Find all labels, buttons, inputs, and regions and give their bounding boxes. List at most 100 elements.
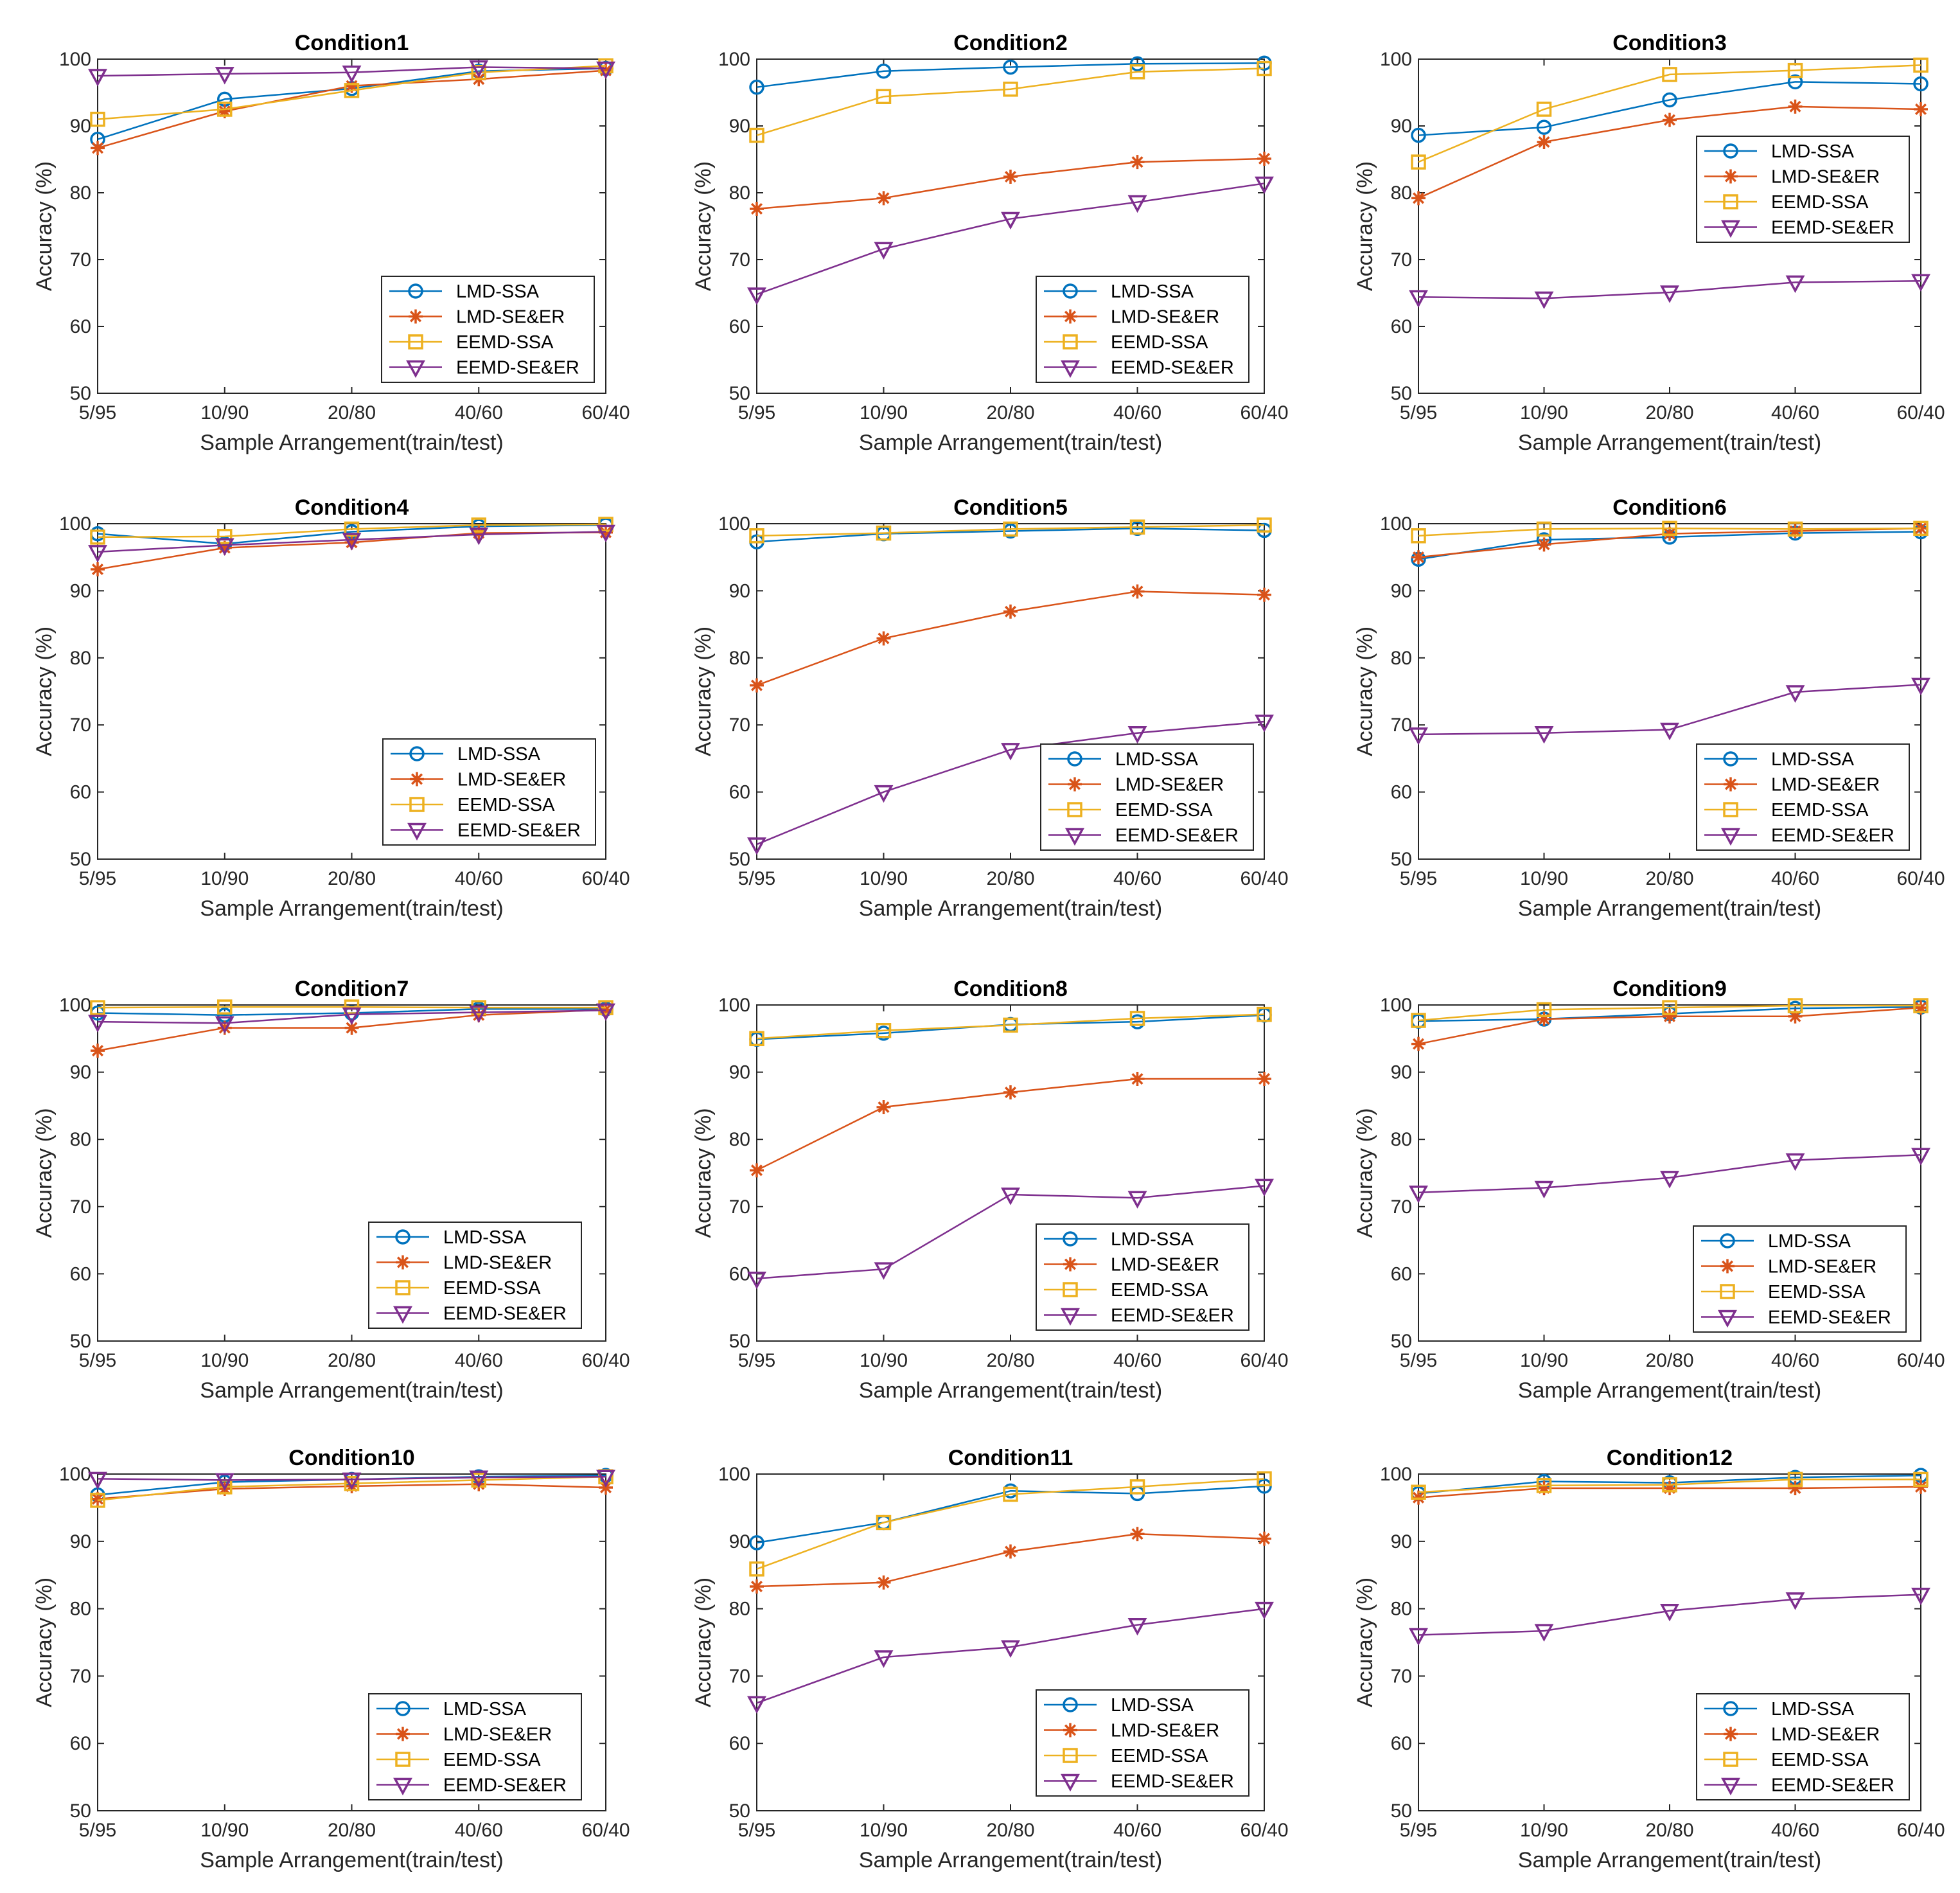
series-line (1418, 1154, 1921, 1194)
data-point (1411, 191, 1426, 206)
data-point (88, 1471, 107, 1489)
data-point (91, 141, 105, 156)
data-point (217, 1020, 232, 1035)
legend-label: EEMD-SSA (1768, 1282, 1866, 1302)
data-point (469, 1005, 489, 1024)
data-point (1409, 1628, 1428, 1646)
data-point (747, 1271, 766, 1290)
chart-title: Condition7 (295, 977, 409, 1001)
y-tick-label: 50 (729, 383, 750, 404)
x-axis-label: Sample Arrangement(train/test) (859, 1378, 1162, 1403)
data-point (1409, 727, 1428, 745)
x-tick-label: 60/40 (1896, 1350, 1945, 1371)
data-point (90, 529, 105, 545)
legend-marker (1724, 169, 1738, 184)
x-axis-label: Sample Arrangement(train/test) (1518, 1378, 1821, 1403)
legend-marker (395, 1280, 411, 1295)
data-point (344, 999, 360, 1015)
y-tick-label: 60 (1391, 782, 1412, 803)
series-line (97, 1475, 606, 1502)
data-point (1127, 195, 1147, 213)
legend-label: LMD-SE&ER (1768, 1257, 1876, 1277)
data-point (215, 538, 234, 556)
y-tick-label: 60 (70, 316, 91, 337)
series-line (756, 182, 1265, 296)
y-axis-label: Accuracy (%) (1353, 1108, 1377, 1238)
legend-marker (1063, 1257, 1077, 1272)
legend-label: EEMD-SE&ER (1771, 218, 1894, 238)
data-point (1129, 1479, 1145, 1495)
x-tick-label: 5/95 (1400, 402, 1437, 423)
data-series (750, 1072, 1271, 1178)
data-point (1787, 1471, 1803, 1488)
series-line (756, 720, 1265, 846)
legend-label: LMD-SSA (443, 1227, 527, 1248)
series-line (1418, 1594, 1921, 1636)
legend-marker (1063, 1282, 1078, 1297)
x-tick-label: 60/40 (1896, 868, 1945, 889)
data-point (1001, 1640, 1020, 1658)
data-point (1257, 517, 1272, 533)
data-point (747, 287, 766, 305)
x-tick-label: 10/90 (200, 1350, 249, 1371)
legend: LMD-SSA LMD-SE&ER EEMD-SSA EEMD-SE&ER (1693, 1225, 1907, 1333)
data-point (1534, 725, 1554, 744)
data-point (1411, 127, 1426, 143)
data-point (876, 89, 892, 104)
y-axis-label: Accuracy (%) (691, 1108, 716, 1238)
series-line (756, 1478, 1265, 1570)
data-point (88, 545, 107, 563)
data-point (1130, 1527, 1145, 1542)
data-point (749, 528, 764, 544)
data-point (344, 83, 360, 98)
legend-marker (1720, 1233, 1735, 1249)
legend-marker (1723, 1701, 1738, 1716)
x-tick-label: 10/90 (860, 402, 908, 423)
legend-label: LMD-SE&ER (1115, 775, 1224, 795)
data-point (876, 63, 892, 79)
legend-marker (409, 309, 423, 324)
chart-panel: 50 60 70 80 90 100 5/95 10/90 20/80 40/60 60/40 Sam… (32, 495, 630, 921)
legend-marker (1723, 1752, 1738, 1767)
y-tick-label: 50 (1391, 383, 1412, 404)
data-point (1411, 550, 1426, 565)
data-point (750, 678, 764, 693)
legend-marker (1718, 1310, 1737, 1328)
legend-label: LMD-SE&ER (1771, 775, 1880, 795)
y-tick-label: 100 (718, 513, 750, 535)
legend-marker (1723, 194, 1738, 209)
data-point (1787, 74, 1803, 90)
series-line (756, 1485, 1265, 1544)
x-tick-label: 5/95 (738, 1350, 775, 1371)
y-tick-label: 70 (70, 249, 91, 271)
y-tick-label: 50 (1391, 1331, 1412, 1352)
series-line (756, 1185, 1265, 1279)
legend-marker (395, 1701, 411, 1716)
legend-label: LMD-SE&ER (1771, 167, 1880, 188)
x-tick-label: 20/80 (328, 402, 376, 423)
data-series (749, 517, 1272, 544)
legend-label: EEMD-SE&ER (1115, 826, 1239, 846)
legend-label: EEMD-SSA (457, 795, 555, 815)
data-series (747, 1178, 1274, 1290)
chart-panel: 50 60 70 80 90 100 5/95 10/90 20/80 40/60 60/40 Sam… (1353, 495, 1945, 921)
series-line (97, 523, 606, 538)
data-point (1257, 587, 1271, 602)
y-tick-label: 70 (1391, 249, 1412, 271)
data-point (1785, 1592, 1805, 1610)
legend-box (1036, 1689, 1249, 1797)
data-point (1911, 1148, 1930, 1166)
data-point (1127, 1191, 1147, 1209)
x-tick-label: 5/95 (738, 402, 775, 423)
y-axis-label: Accuracy (%) (691, 161, 716, 291)
data-series (1411, 57, 1929, 170)
y-axis-label: Accuracy (%) (691, 627, 716, 756)
data-point (599, 1002, 613, 1017)
data-point (1913, 57, 1929, 73)
legend-marker (1063, 1748, 1078, 1763)
data-point (217, 102, 233, 117)
series-line (97, 524, 606, 545)
data-point (344, 521, 360, 537)
data-point (1788, 99, 1803, 114)
